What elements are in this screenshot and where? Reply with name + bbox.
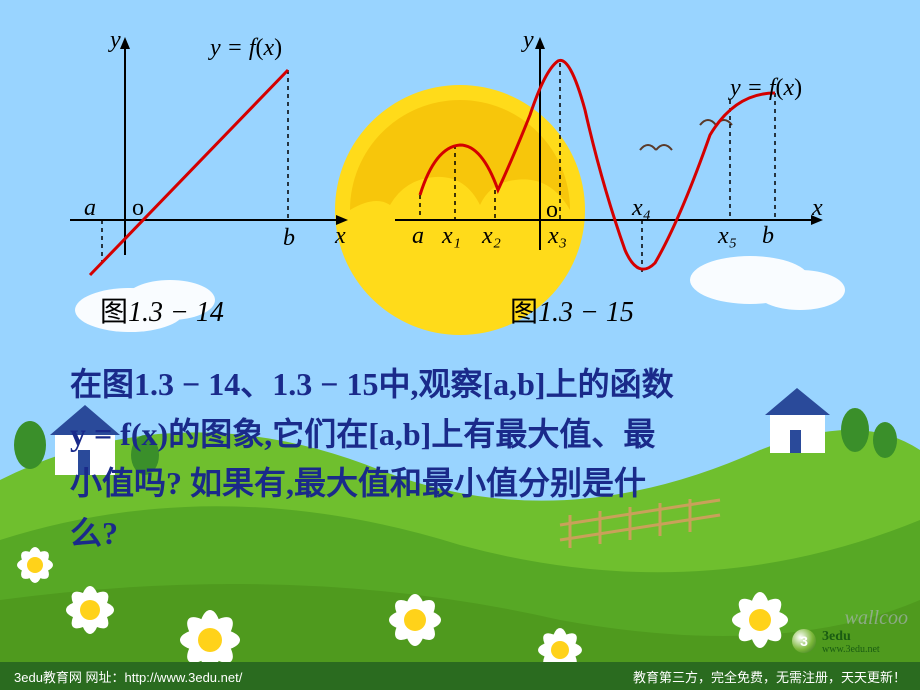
origin-label: o (132, 195, 144, 221)
x3-label: x₃ (547, 223, 567, 249)
logo-badge: 3 3edu www.3edu.net (792, 628, 902, 654)
b-label: b (762, 223, 774, 249)
a-label: a (84, 195, 96, 221)
logo-sub: www.3edu.net (822, 645, 880, 655)
x1-label: x₁ (441, 223, 461, 249)
x2-label: x₂ (481, 223, 501, 249)
q-line-1: 在图1.3 − 14、1.3 − 15中,观察[a,b]上的函数 (70, 360, 850, 410)
q-line-4: 么? (70, 509, 850, 559)
q-line-2: y = f(x)的图象,它们在[a,b]上有最大值、最 (70, 410, 850, 460)
x-axis-label: x (334, 223, 346, 249)
x5-label: x₅ (717, 223, 737, 249)
b-label: b (283, 225, 295, 251)
q-line-3: 小值吗? 如果有,最大值和最小值分别是什 (70, 459, 850, 509)
footer-right: 教育第三方，完全免费，无需注册，天天更新！ (633, 667, 906, 686)
caption-left: 图1.3 − 14 (100, 290, 224, 330)
graph-left: y x o a b y = f(x) (60, 25, 360, 285)
question-text: 在图1.3 − 14、1.3 − 15中,观察[a,b]上的函数 y = f(x… (70, 360, 850, 558)
y-axis-label: y (108, 27, 121, 53)
x4-label: x₄ (631, 195, 651, 221)
y-axis-label: y (521, 27, 534, 53)
logo-text: 3edu (822, 629, 851, 644)
footer-bar: 3edu教育网 网址：http://www.3edu.net/ 教育第三方，完全… (0, 662, 920, 690)
graph-right: y x o a b x₁ x₂ x₃ x₄ x₅ y = f(x) (380, 25, 850, 285)
logo-icon: 3 (792, 629, 816, 653)
footer-left: 3edu教育网 网址：http://www.3edu.net/ (14, 667, 242, 686)
func-label: y = f(x) (208, 35, 282, 61)
a-label: a (412, 223, 424, 249)
caption-right: 图1.3 − 15 (510, 290, 634, 330)
func-label: y = f(x) (728, 75, 802, 101)
origin-label: o (546, 197, 558, 223)
x-axis-label: x (811, 195, 823, 221)
